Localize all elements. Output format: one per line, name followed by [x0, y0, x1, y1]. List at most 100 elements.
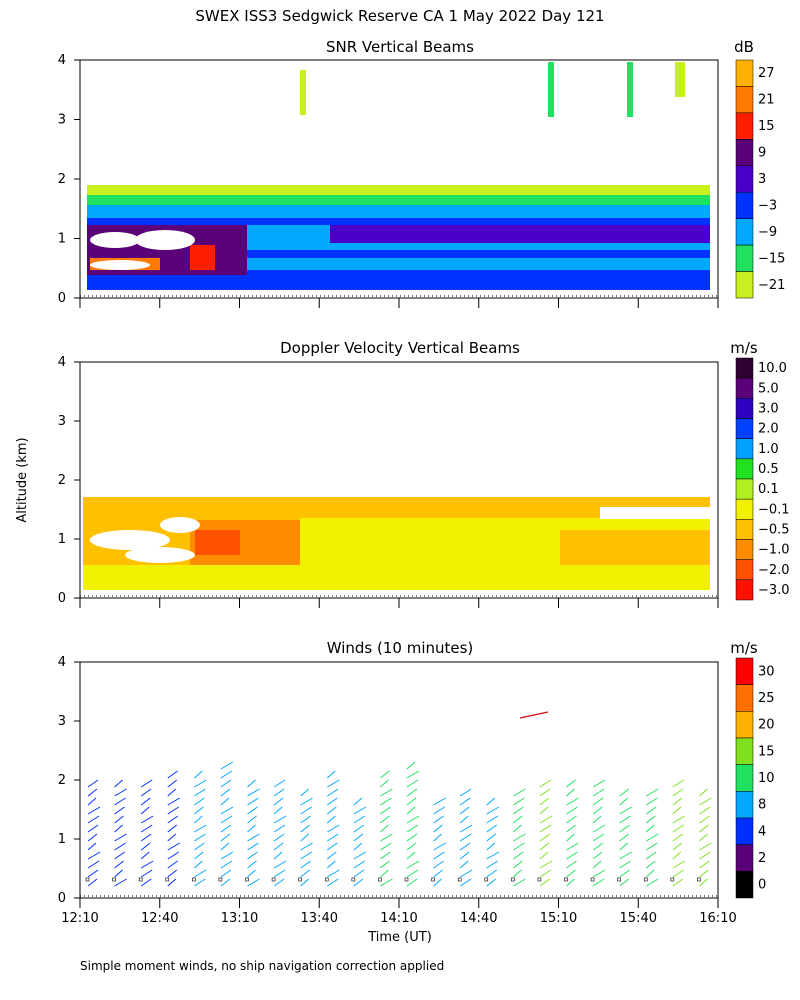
wind-barb: [247, 842, 259, 851]
wind-barb: [539, 824, 552, 833]
colorbar-swatch: [735, 271, 754, 299]
calm-marker: [245, 877, 249, 882]
wind-barb: [619, 851, 632, 860]
wind-barb: [167, 788, 177, 797]
colorbar-swatch: [735, 539, 754, 560]
wind-barb: [539, 869, 552, 878]
wind-barb: [140, 878, 152, 887]
wind-barb: [406, 878, 418, 887]
wind-barb: [486, 869, 498, 878]
wind-barb: [114, 824, 123, 833]
wind-barb: [619, 824, 630, 833]
wind-barb: [380, 878, 393, 887]
wind-barb: [592, 788, 605, 797]
wind-barb: [247, 797, 259, 806]
wind-barb: [459, 869, 473, 878]
calm-marker: [298, 877, 302, 882]
wind-barb: [300, 833, 309, 842]
wind-barb: [459, 878, 472, 887]
winds-unit: m/s: [730, 639, 758, 657]
wind-barb: [672, 788, 684, 797]
wind-barb: [619, 860, 631, 869]
wind-barb: [273, 851, 283, 860]
wind-barb: [433, 833, 442, 842]
calm-marker: [218, 877, 223, 882]
colorbar-swatch: [735, 559, 754, 581]
calm-marker: [697, 877, 701, 882]
wind-barb: [326, 779, 340, 788]
wind-barb: [486, 878, 497, 887]
wind-barb: [406, 770, 420, 779]
x-tick-label: 14:10: [380, 911, 417, 926]
wind-barb: [326, 788, 339, 797]
colorbar-swatch: [735, 737, 754, 765]
wind-barb: [194, 824, 207, 833]
calm-marker: [351, 877, 356, 882]
wind-barb: [167, 842, 181, 851]
wind-barb: [672, 797, 683, 806]
colorbar-swatch: [735, 579, 754, 601]
colorbar-swatch: [735, 377, 754, 399]
wind-barb: [406, 869, 419, 878]
wind-barb: [380, 797, 392, 806]
wind-barb: [194, 806, 204, 815]
wind-barb: [300, 788, 309, 797]
colorbar-swatch: [735, 684, 754, 712]
wind-barb: [247, 833, 260, 842]
wind-barb: [645, 878, 659, 887]
snr-gap-6: [627, 62, 633, 117]
wind-barb: [645, 833, 659, 842]
wind-barb: [273, 788, 285, 797]
wind-barb: [459, 851, 470, 860]
wind-barb: [247, 878, 260, 887]
calm-marker: [590, 877, 595, 882]
wind-barb: [140, 815, 154, 824]
winds-panel-title: Winds (10 minutes): [327, 639, 474, 657]
wind-barb: [167, 797, 181, 806]
colorbar-swatch: [735, 357, 754, 379]
colorbar-label: 27: [758, 66, 775, 81]
wind-barb: [300, 824, 310, 833]
snr-gap-3: [90, 260, 150, 270]
wind-barb: [566, 851, 578, 860]
wind-barb: [300, 842, 313, 851]
wind-barb: [592, 824, 606, 833]
colorbar-swatch: [735, 817, 754, 845]
wind-barb: [194, 779, 207, 788]
wind-barb: [326, 869, 340, 878]
calm-marker: [192, 877, 196, 882]
wind-barb: [273, 833, 285, 842]
wind-barb: [406, 842, 417, 851]
wind-barb: [220, 869, 232, 878]
wind-barb: [486, 797, 496, 806]
y-tick-label: 1: [58, 532, 66, 547]
wind-barb: [380, 869, 389, 878]
colorbar-label: 0.5: [758, 462, 779, 477]
colorbar-label: 2.0: [758, 422, 779, 437]
colorbar-label: 20: [758, 718, 775, 733]
wind-barb: [300, 806, 312, 815]
wind-barb: [114, 851, 125, 860]
wind-barb: [566, 806, 578, 815]
wind-barb: [194, 878, 206, 887]
x-tick-label: 16:10: [699, 911, 736, 926]
wind-barb: [220, 860, 233, 869]
wind-barb: [220, 797, 230, 806]
wind-barb: [300, 869, 310, 878]
y-tick-label: 4: [58, 655, 66, 670]
wind-barb: [592, 797, 604, 806]
colorbar-label: −2.0: [758, 563, 790, 578]
wind-barb: [247, 824, 256, 833]
wind-barb: [167, 824, 178, 833]
colorbar-label: 10.0: [758, 361, 787, 376]
calm-marker: [484, 877, 489, 882]
wind-barb: [592, 860, 602, 869]
wind-barb: [539, 815, 553, 824]
y-tick-label: 2: [58, 773, 66, 788]
wind-barb: [459, 824, 473, 833]
wind-barb: [380, 779, 389, 788]
doppler-gap-2: [125, 547, 195, 563]
wind-barb: [699, 788, 708, 797]
wind-barb: [619, 815, 631, 824]
calm-marker: [617, 877, 621, 882]
